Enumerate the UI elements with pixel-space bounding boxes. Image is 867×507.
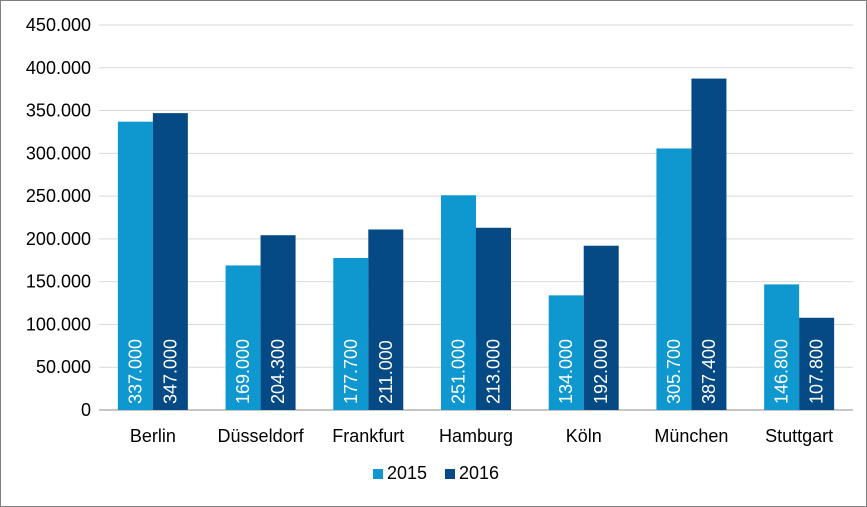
x-tick-label: München [654, 426, 728, 446]
legend-swatch-2016 [445, 469, 455, 479]
data-label: 305.700 [664, 339, 684, 404]
bar-2016-düsseldorf [260, 235, 296, 410]
bar-2015-frankfurt [333, 257, 369, 410]
y-tick-label: 0 [81, 400, 91, 420]
y-tick-label: 50.000 [36, 357, 91, 377]
legend-label: 2016 [459, 463, 499, 483]
y-tick-label: 300.000 [26, 143, 91, 163]
y-tick-label: 200.000 [26, 229, 91, 249]
x-tick-label: Frankfurt [332, 426, 404, 446]
data-label: 146.800 [772, 339, 792, 404]
bar-2016-köln [583, 245, 619, 410]
x-tick-label: Stuttgart [765, 426, 833, 446]
data-label: 134.000 [556, 339, 576, 404]
data-label: 169.000 [233, 339, 253, 404]
data-label: 251.000 [449, 339, 469, 404]
y-tick-label: 450.000 [26, 15, 91, 35]
y-tick-label: 250.000 [26, 186, 91, 206]
data-label: 192.000 [591, 339, 611, 404]
data-label: 347.000 [160, 339, 180, 404]
y-tick-label: 400.000 [26, 58, 91, 78]
data-label: 337.000 [125, 339, 145, 404]
data-label: 177.700 [341, 339, 361, 404]
data-label: 204.300 [268, 339, 288, 404]
bar-2016-hamburg [476, 227, 511, 410]
x-tick-label: Hamburg [439, 426, 513, 446]
y-tick-label: 350.000 [26, 101, 91, 121]
legend-swatch-2015 [373, 469, 383, 479]
bar-2015-stuttgart [764, 284, 800, 410]
legend-label: 2015 [387, 463, 427, 483]
bar-2016-berlin [152, 113, 188, 410]
y-tick-label: 100.000 [26, 314, 91, 334]
x-tick-label: Berlin [130, 426, 176, 446]
bar-2016-frankfurt [368, 229, 404, 410]
data-label: 387.400 [699, 339, 719, 404]
bar-2015-düsseldorf [225, 265, 261, 410]
bar-2016-stuttgart [799, 317, 835, 410]
bar-2015-berlin [117, 121, 153, 410]
x-tick-label: Köln [566, 426, 602, 446]
y-tick-label: 150.000 [26, 272, 91, 292]
bar-2015-hamburg [441, 195, 476, 410]
bar-2015-münchen [656, 148, 692, 410]
data-label: 211.000 [376, 340, 396, 404]
bar-2015-köln [548, 295, 584, 410]
data-label: 213.000 [484, 339, 504, 404]
x-tick-label: Düsseldorf [218, 426, 305, 446]
data-label: 107.800 [807, 339, 827, 404]
bar-2016-münchen [691, 78, 727, 411]
